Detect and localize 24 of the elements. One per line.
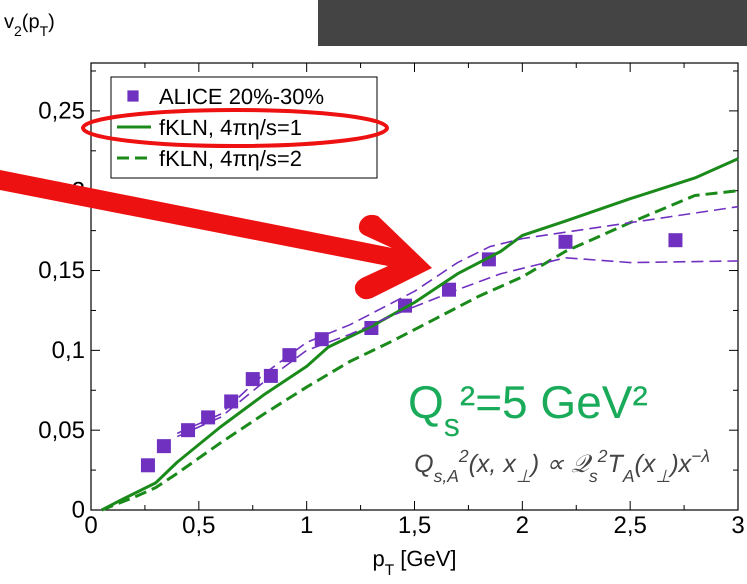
y-tick-label: 0,05: [38, 416, 85, 444]
text: Q$_{s,A}$$^{2}$(x, x$_{⊥}$) ∝ 𝒬$_{s}$$^{2}$T$_{A}$(x$_{⊥}$)x$^{−λ}$: [414, 446, 710, 486]
annotation: Q$_{s}$²=5 GeV²: [408, 376, 648, 443]
point: [246, 372, 260, 386]
x-tick-label: 0,5: [182, 512, 216, 540]
y-axis-title: v$_{2}$(p$_{T}$): [4, 11, 55, 39]
legend-label: fKLN, 4πη/s=1: [159, 115, 302, 140]
x-axis-title: p$_{T}$ [GeV]: [372, 546, 457, 578]
point: [558, 234, 572, 249]
x-tick-label: 2,5: [613, 512, 647, 540]
point: [140, 458, 155, 472]
legend-label: ALICE 20%-30%: [159, 84, 324, 109]
y-tick-label: 0,25: [38, 98, 85, 125]
x-tick-label: 1,5: [398, 512, 432, 540]
point: [156, 439, 171, 454]
y-tick-label: 0,15: [38, 257, 85, 284]
x-tick-label: 1: [300, 512, 314, 540]
legend-label: fKLN, 4πη/s=2: [159, 146, 302, 171]
x-tick-label: 3: [731, 512, 745, 540]
point: [668, 233, 682, 248]
x-tick-label: 2: [516, 512, 530, 540]
line-series: [176, 206, 739, 434]
y-tick-label: 0,1: [52, 337, 85, 364]
point: [282, 348, 296, 362]
